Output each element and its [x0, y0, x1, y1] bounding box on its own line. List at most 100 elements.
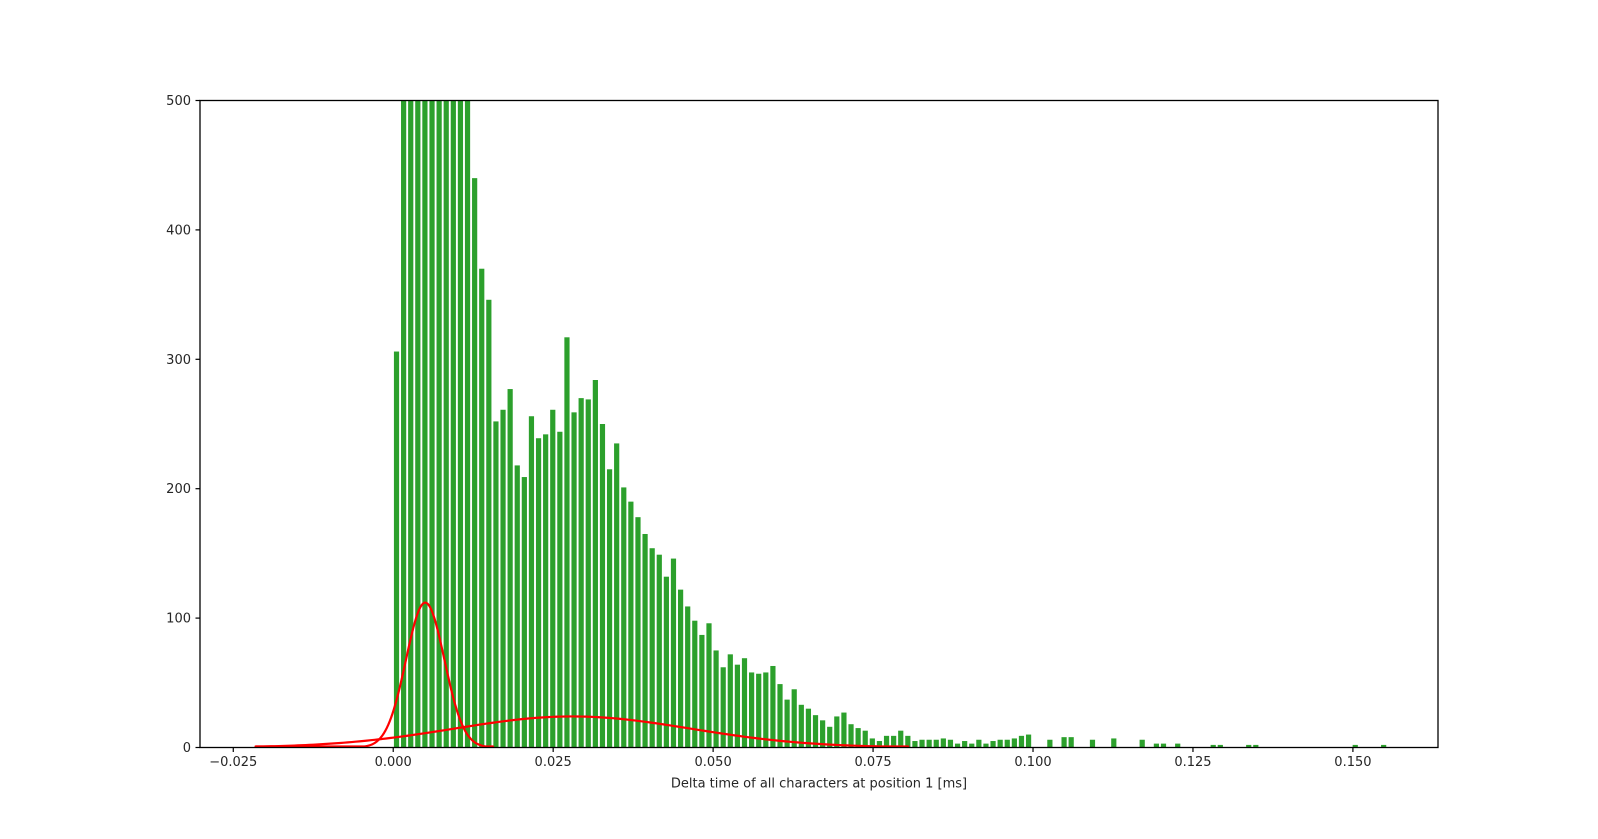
histogram-bar — [621, 487, 627, 748]
histogram-bar — [898, 730, 904, 748]
histogram-bar — [543, 434, 549, 748]
histogram-bar — [883, 735, 890, 748]
histogram-bar — [969, 743, 975, 748]
histogram-bar — [727, 654, 733, 748]
histogram-bar — [756, 673, 762, 748]
histogram-bar — [1153, 743, 1159, 748]
histogram-bar — [891, 735, 897, 748]
histogram-bar — [692, 620, 698, 748]
histogram-bar — [436, 100, 442, 748]
histogram-bar — [1025, 734, 1032, 748]
histogram-bar — [706, 623, 712, 748]
histogram-bar — [962, 741, 968, 748]
histogram-bar — [486, 299, 492, 748]
histogram-bar — [1068, 737, 1074, 748]
histogram-bar — [656, 554, 662, 748]
y-tick-label: 0 — [183, 741, 191, 756]
histogram-bar — [763, 672, 769, 748]
histogram-bar — [422, 100, 428, 748]
histogram-bar — [614, 443, 620, 748]
histogram-bar — [521, 477, 527, 748]
histogram-bar — [869, 738, 875, 748]
histogram-bar — [443, 100, 449, 748]
histogram-bar — [528, 416, 535, 748]
histogram-bar — [450, 100, 456, 748]
histogram-bar — [401, 100, 407, 748]
histogram-bar — [571, 412, 577, 748]
histogram-bar — [429, 100, 435, 748]
histogram-bar — [649, 548, 655, 748]
histogram-bar — [1217, 744, 1223, 748]
histogram-bar — [1246, 744, 1252, 748]
histogram-bar — [798, 704, 804, 748]
histogram-bar — [699, 634, 705, 748]
histogram-bar — [479, 268, 485, 748]
histogram-bar — [592, 380, 598, 748]
histogram-bar — [1004, 739, 1010, 748]
histogram-bar — [635, 517, 641, 748]
histogram-bar — [557, 431, 563, 748]
x-tick-label: 0.050 — [695, 755, 732, 770]
histogram-bar — [841, 712, 847, 748]
histogram-bar — [1381, 744, 1387, 748]
histogram-bar — [663, 576, 669, 748]
histogram-bar — [713, 650, 719, 748]
histogram-bar — [564, 337, 570, 748]
histogram-bar — [1175, 743, 1181, 748]
histogram-bar — [1018, 735, 1025, 748]
histogram-bar — [976, 739, 982, 748]
histogram-bar — [834, 716, 840, 748]
y-tick-label: 100 — [166, 612, 191, 627]
histogram-bar — [812, 715, 819, 748]
y-tick-label: 500 — [166, 94, 191, 109]
histogram-bar — [720, 667, 726, 748]
histogram-bar — [940, 738, 946, 748]
histogram-bar — [642, 533, 648, 748]
x-tick-label: 0.100 — [1014, 755, 1051, 770]
x-tick-label: 0.075 — [854, 755, 891, 770]
histogram-bar — [777, 684, 783, 748]
histogram-bar — [1089, 739, 1096, 748]
x-tick-label: 0.000 — [375, 755, 412, 770]
y-tick-label: 300 — [166, 353, 191, 368]
histogram-bar — [550, 409, 556, 748]
histogram-bar — [983, 743, 989, 748]
histogram-bar — [500, 409, 506, 748]
x-axis-label: Delta time of all characters at position… — [671, 777, 967, 792]
histogram-bar — [1352, 744, 1358, 748]
histogram-bar — [578, 398, 584, 748]
histogram-bar — [749, 672, 755, 748]
fit-curve-broad-gaussian-fit — [254, 715, 910, 748]
histogram-bar — [784, 699, 790, 748]
histogram-bar — [997, 739, 1003, 748]
x-axis-ticks-group: −0.025 0.000 0.025 0.050 0.075 0.100 0.125 0.15… — [209, 747, 1372, 770]
histogram-bar — [876, 741, 883, 748]
y-tick-label: 200 — [166, 482, 191, 497]
histogram-bar — [585, 399, 591, 748]
histogram-bar — [770, 665, 776, 748]
histogram-bar — [685, 606, 691, 748]
histogram-bar — [912, 741, 918, 748]
histogram-bar — [947, 739, 954, 748]
histogram-bar — [862, 730, 868, 748]
histogram-bar — [1011, 738, 1017, 748]
histogram-bar — [926, 739, 932, 748]
plot-border — [199, 99, 1439, 749]
histogram-bar — [855, 728, 861, 748]
histogram-bar — [507, 389, 513, 748]
histogram-bar — [464, 100, 471, 748]
histogram-bar — [535, 438, 542, 748]
histogram-bar — [493, 421, 499, 748]
histogram-bar — [734, 664, 740, 748]
histogram-bar — [848, 724, 854, 748]
y-axis-ticks-group: 0 100 200 300 400 500 — [166, 94, 200, 756]
histogram-bar — [393, 351, 400, 748]
histogram-bar — [990, 741, 996, 748]
histogram-bar — [677, 589, 684, 748]
histogram-bar — [1160, 743, 1167, 748]
x-tick-label: 0.150 — [1334, 755, 1371, 770]
histogram-bar — [954, 743, 961, 748]
histogram-bar — [827, 726, 833, 748]
